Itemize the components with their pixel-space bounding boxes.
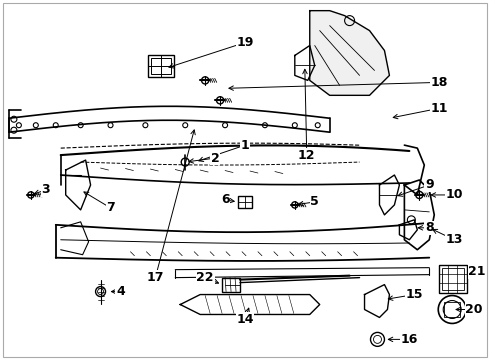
- Text: 21: 21: [468, 265, 486, 278]
- Text: 3: 3: [42, 184, 50, 197]
- Polygon shape: [310, 11, 390, 95]
- Text: 2: 2: [211, 152, 220, 165]
- Text: 9: 9: [425, 179, 434, 192]
- Bar: [222, 278, 240, 292]
- Text: 7: 7: [106, 201, 115, 215]
- Text: 12: 12: [298, 149, 316, 162]
- Text: 22: 22: [196, 271, 214, 284]
- Text: 1: 1: [241, 139, 249, 152]
- Text: 10: 10: [445, 188, 463, 202]
- Text: 8: 8: [425, 221, 434, 234]
- Text: 19: 19: [236, 36, 254, 49]
- Bar: [444, 302, 460, 318]
- Text: 16: 16: [401, 333, 418, 346]
- Bar: [238, 196, 252, 208]
- Text: 15: 15: [406, 288, 423, 301]
- Bar: [439, 265, 467, 293]
- Text: 11: 11: [431, 102, 448, 115]
- Bar: [148, 55, 174, 77]
- Text: 17: 17: [147, 271, 164, 284]
- Text: 6: 6: [221, 193, 229, 206]
- Text: 5: 5: [310, 195, 319, 208]
- Bar: [151, 58, 172, 75]
- Text: 18: 18: [431, 76, 448, 89]
- Text: 20: 20: [466, 303, 483, 316]
- Bar: [442, 268, 464, 289]
- Text: 13: 13: [445, 233, 463, 246]
- Text: 4: 4: [116, 285, 125, 298]
- Text: 14: 14: [236, 313, 254, 326]
